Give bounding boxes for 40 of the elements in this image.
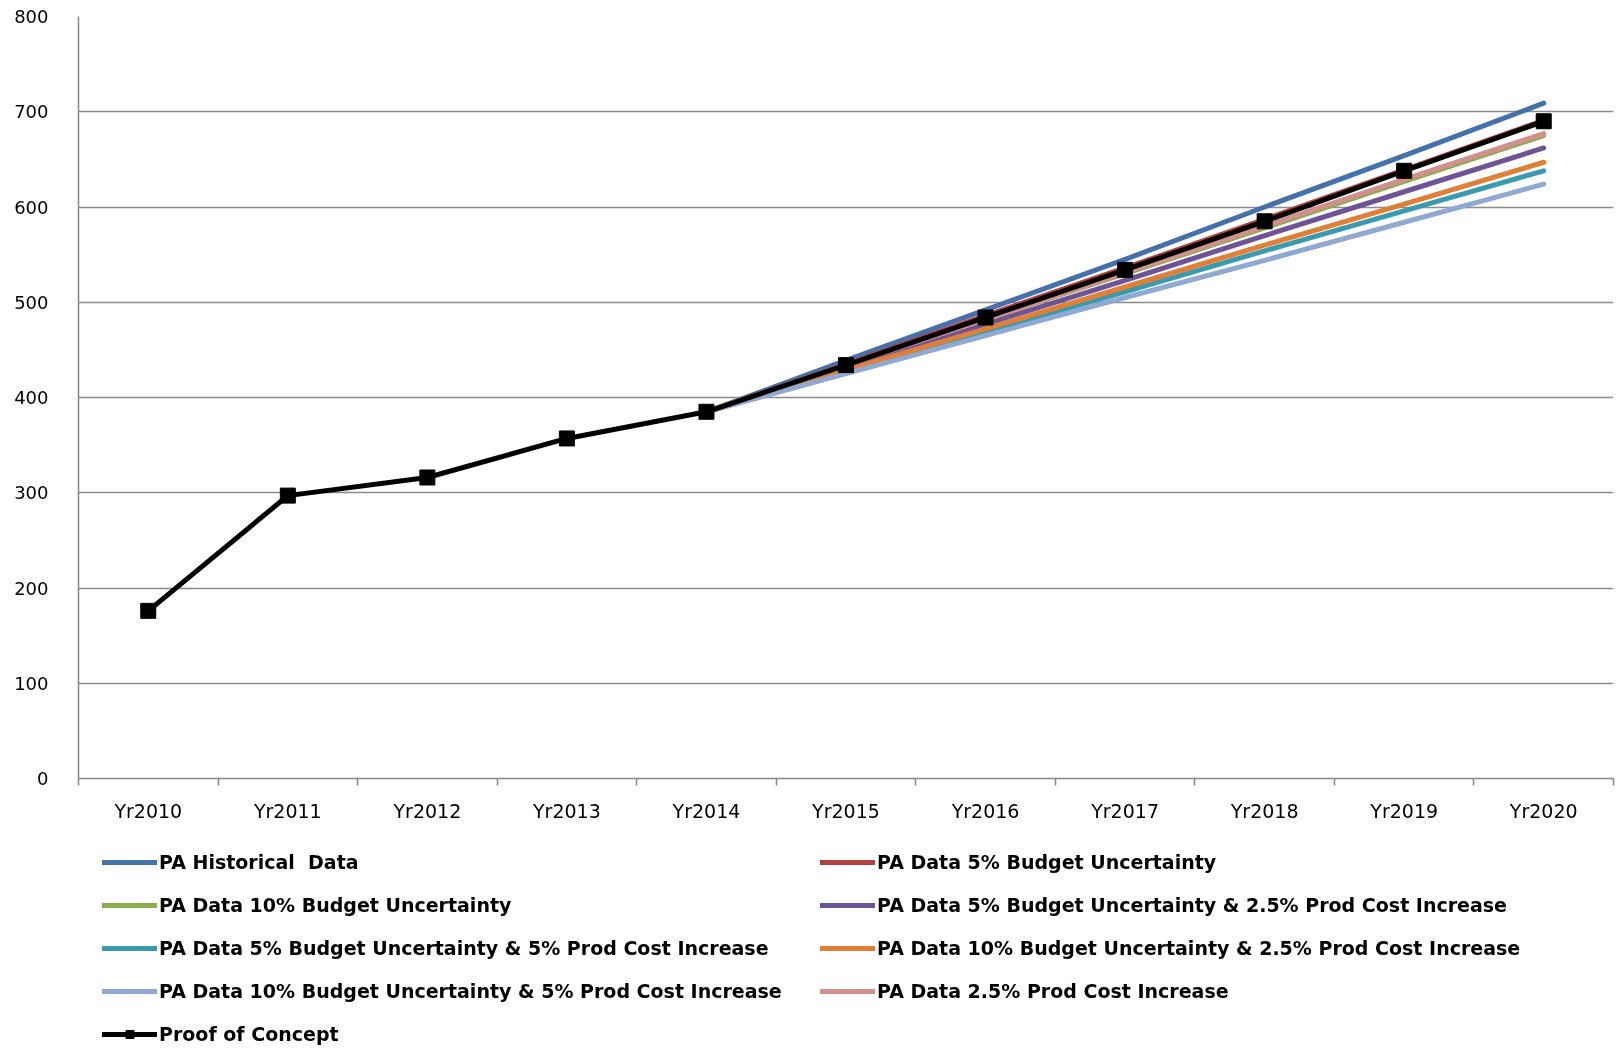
y-tick-label: 700 bbox=[14, 101, 49, 123]
y-tick-label: 800 bbox=[14, 6, 49, 27]
point bbox=[838, 357, 854, 374]
y-tick-label: 400 bbox=[14, 387, 49, 408]
point bbox=[1117, 261, 1134, 278]
legend-label: PA Data 10% Budget Uncertainty & 5% Prod Cost Increase bbox=[159, 980, 783, 1002]
x-tick-label: Yr2012 bbox=[392, 799, 462, 822]
y-tick-label: 600 bbox=[14, 196, 49, 218]
x-tick-label: Yr2011 bbox=[252, 799, 322, 822]
point bbox=[279, 487, 296, 504]
x-tick-label: Yr2013 bbox=[532, 799, 601, 822]
x-tick-label: Yr2020 bbox=[1508, 799, 1578, 822]
point bbox=[140, 602, 157, 619]
x-tick-label: Yr2019 bbox=[1369, 799, 1439, 822]
legend-label: PA Data 5% Budget Uncertainty & 5% Prod Cost Increase bbox=[159, 937, 770, 959]
y-tick-label: 300 bbox=[14, 482, 49, 504]
legend-label: PA Historical Data bbox=[159, 851, 360, 873]
x-tick-label: Yr2015 bbox=[811, 799, 880, 822]
x-tick-label: Yr2017 bbox=[1090, 799, 1159, 822]
point bbox=[1396, 162, 1413, 179]
point bbox=[698, 403, 715, 420]
point bbox=[977, 309, 994, 326]
legend-label: PA Data 10% Budget Uncertainty bbox=[159, 894, 513, 916]
y-tick-label: 0 bbox=[37, 768, 49, 789]
legend-label: PA Data 5% Budget Uncertainty bbox=[877, 851, 1218, 873]
y-tick-label: 200 bbox=[14, 577, 49, 599]
legend-label: PA Data 5% Budget Uncertainty & 2.5% Prod Cost Increase bbox=[877, 894, 1508, 916]
x-tick-label: Yr2010 bbox=[113, 799, 183, 822]
legend-label: PA Data 10% Budget Uncertainty & 2.5% Prod Cost Increase bbox=[877, 937, 1521, 959]
x-tick-label: Yr2018 bbox=[1229, 799, 1299, 822]
legend-label: PA Data 2.5% Prod Cost Increase bbox=[877, 980, 1230, 1002]
point bbox=[558, 430, 575, 447]
x-tick-label: Yr2014 bbox=[671, 799, 741, 822]
x-tick-label: Yr2016 bbox=[950, 799, 1020, 822]
point bbox=[1256, 213, 1273, 230]
y-tick-label: 100 bbox=[14, 672, 49, 694]
point bbox=[1535, 113, 1552, 130]
y-tick-label: 500 bbox=[14, 291, 49, 313]
point bbox=[419, 469, 436, 486]
legend-label: Proof of Concept bbox=[159, 1023, 340, 1045]
